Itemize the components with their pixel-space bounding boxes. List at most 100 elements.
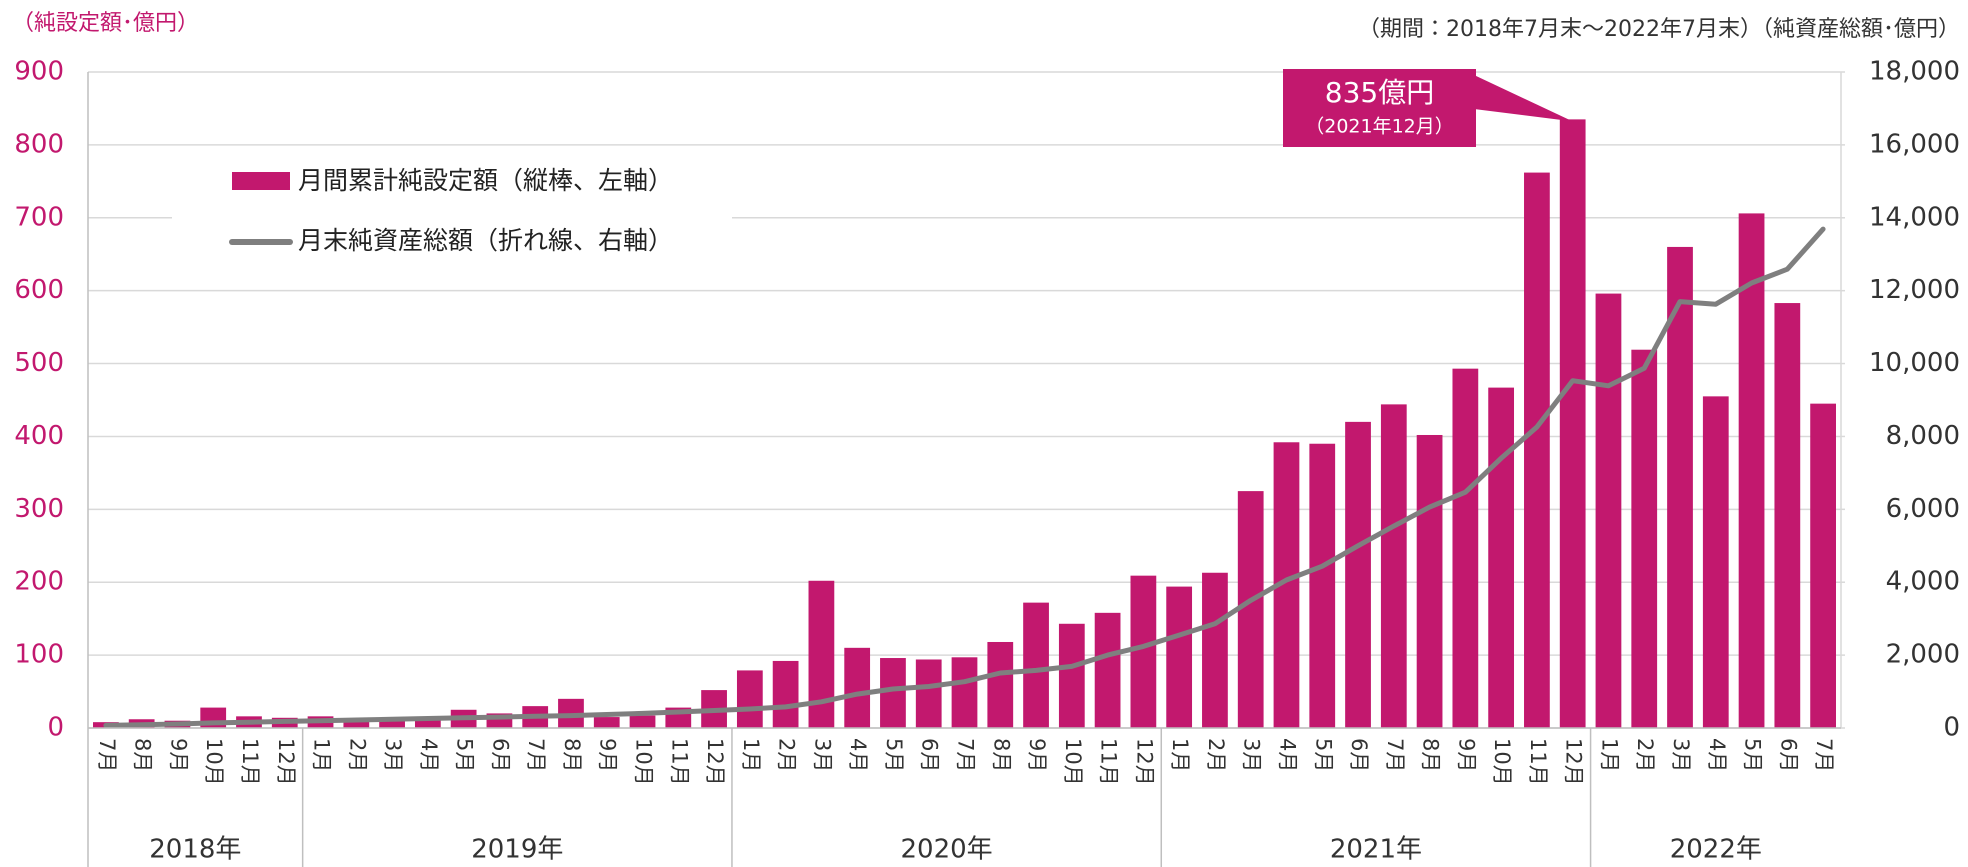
x-tick-label: 10月 bbox=[1490, 738, 1514, 786]
legend-swatch bbox=[232, 172, 290, 190]
x-tick-label: 7月 bbox=[954, 738, 978, 772]
annotation-sublabel: （2021年12月） bbox=[1305, 116, 1454, 138]
x-tick-label: 10月 bbox=[202, 738, 226, 786]
bar bbox=[379, 719, 405, 728]
axes: 0 100 200 300 400 500 600 700 800 900 0 2,000 4,000 6… bbox=[14, 57, 1960, 867]
x-tick-label: 8月 bbox=[131, 738, 155, 772]
bar bbox=[1738, 213, 1765, 729]
y2-tick-label: 2,000 bbox=[1886, 640, 1960, 670]
x-tick-label: 4月 bbox=[1275, 738, 1299, 772]
bar bbox=[1702, 396, 1729, 728]
y2-tick-label: 16,000 bbox=[1869, 129, 1960, 159]
bar bbox=[1202, 572, 1228, 728]
x-tick-label: 9月 bbox=[1454, 738, 1478, 772]
x-tick-label: 2月 bbox=[775, 738, 799, 772]
y2-tick-label: 8,000 bbox=[1886, 421, 1960, 451]
bar bbox=[772, 660, 799, 728]
bar bbox=[1631, 349, 1658, 728]
x-tick-label: 3月 bbox=[1669, 738, 1693, 772]
x-tick-label: 1月 bbox=[1168, 738, 1192, 772]
y2-tick-label: 10,000 bbox=[1869, 348, 1960, 378]
x-tick-label: 1月 bbox=[739, 738, 763, 772]
bar bbox=[915, 659, 942, 728]
year-label: 2021年 bbox=[1330, 835, 1422, 865]
x-tick-label: 10月 bbox=[1061, 738, 1085, 786]
bar bbox=[808, 580, 835, 728]
bar bbox=[629, 715, 656, 728]
x-tick-label: 9月 bbox=[596, 738, 620, 772]
y-tick-label: 600 bbox=[14, 275, 64, 305]
x-tick-label: 7月 bbox=[95, 738, 119, 772]
y-tick-label: 100 bbox=[14, 640, 64, 670]
x-tick-label: 8月 bbox=[989, 738, 1013, 772]
bar bbox=[844, 647, 871, 728]
bar bbox=[1488, 387, 1515, 728]
y2-tick-label: 14,000 bbox=[1869, 202, 1960, 232]
line bbox=[103, 226, 1826, 728]
y-tick-label: 700 bbox=[14, 202, 64, 232]
legend-label: 月末純資産総額（折れ線、右軸） bbox=[298, 226, 673, 255]
annotation-pointer bbox=[1474, 75, 1573, 122]
y2-tick-label: 12,000 bbox=[1869, 275, 1960, 305]
bar bbox=[1130, 575, 1157, 728]
x-tick-label: 9月 bbox=[1025, 738, 1049, 772]
annotation: 835億円 （2021年12月） bbox=[1283, 69, 1573, 147]
y2-tick-label: 4,000 bbox=[1886, 567, 1960, 597]
x-tick-label: 5月 bbox=[882, 738, 906, 772]
x-tick-label: 12月 bbox=[1132, 738, 1156, 786]
x-tick-label: 6月 bbox=[1776, 738, 1800, 772]
x-tick-label: 1月 bbox=[310, 738, 334, 772]
bar bbox=[1058, 623, 1085, 728]
x-tick-label: 3月 bbox=[810, 738, 834, 772]
y2-axis-label: （期間：2018年7月末～2022年7月末）（純資産総額･億円） bbox=[1358, 17, 1960, 42]
bar bbox=[593, 717, 620, 728]
year-label: 2019年 bbox=[471, 835, 563, 865]
x-tick-label: 11月 bbox=[667, 738, 691, 786]
x-tick-label: 6月 bbox=[918, 738, 942, 772]
marks bbox=[93, 119, 1836, 729]
bar bbox=[1345, 421, 1371, 728]
x-tick-label: 7月 bbox=[524, 738, 548, 772]
y-tick-label: 0 bbox=[47, 713, 64, 743]
x-tick-label: 11月 bbox=[1097, 738, 1121, 786]
x-tick-label: 5月 bbox=[453, 738, 477, 772]
bar bbox=[736, 670, 763, 728]
x-tick-label: 5月 bbox=[1741, 738, 1765, 772]
bar bbox=[1524, 172, 1550, 728]
x-tick-label: 7月 bbox=[1812, 738, 1836, 772]
x-tick-label: 4月 bbox=[1705, 738, 1729, 772]
annotation-box bbox=[1283, 69, 1476, 147]
bar bbox=[951, 657, 978, 728]
x-tick-label: 3月 bbox=[1240, 738, 1264, 772]
year-label: 2018年 bbox=[149, 835, 241, 865]
bar bbox=[1023, 602, 1049, 728]
bar bbox=[1166, 586, 1193, 728]
x-tick-label: 12月 bbox=[274, 738, 298, 786]
x-tick-label: 2月 bbox=[1204, 738, 1228, 772]
x-tick-label: 11月 bbox=[1526, 738, 1550, 786]
annotation-label: 835億円 bbox=[1325, 76, 1434, 109]
x-tick-label: 5月 bbox=[1311, 738, 1335, 772]
x-tick-label: 2月 bbox=[345, 738, 369, 772]
x-tick-label: 4月 bbox=[417, 738, 441, 772]
x-tick-label: 8月 bbox=[1419, 738, 1443, 772]
y2-tick-label: 6,000 bbox=[1886, 494, 1960, 524]
bar bbox=[1810, 403, 1836, 728]
bar bbox=[987, 641, 1014, 728]
x-tick-label: 8月 bbox=[560, 738, 584, 772]
legend-label: 月間累計純設定額（縦棒、左軸） bbox=[298, 166, 673, 195]
bar bbox=[1452, 368, 1479, 728]
y-tick-label: 300 bbox=[14, 494, 64, 524]
x-tick-label: 4月 bbox=[846, 738, 870, 772]
year-label: 2022年 bbox=[1670, 835, 1762, 865]
bar bbox=[1416, 434, 1443, 728]
x-tick-label: 12月 bbox=[703, 738, 727, 786]
x-tick-label: 1月 bbox=[1597, 738, 1621, 772]
y-tick-label: 500 bbox=[14, 348, 64, 378]
bar bbox=[1559, 119, 1586, 728]
x-tick-label: 10月 bbox=[632, 738, 656, 786]
year-label: 2020年 bbox=[901, 835, 993, 865]
x-tick-label: 12月 bbox=[1562, 738, 1586, 786]
bar bbox=[343, 719, 370, 728]
